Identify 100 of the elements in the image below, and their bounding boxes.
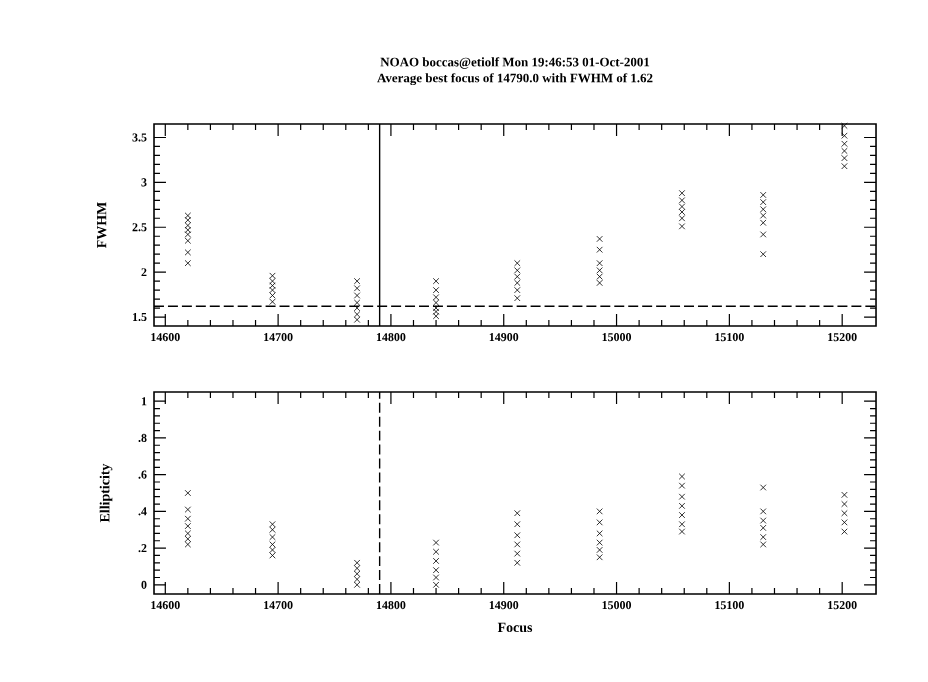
point <box>184 212 192 219</box>
point <box>432 566 440 574</box>
point <box>678 528 686 535</box>
point <box>432 277 440 285</box>
point <box>678 215 686 222</box>
point <box>514 550 521 557</box>
point <box>184 530 192 537</box>
point <box>269 282 276 289</box>
point <box>678 482 686 489</box>
point <box>759 541 767 548</box>
point <box>759 508 767 515</box>
point <box>353 570 361 578</box>
point <box>184 259 192 267</box>
point <box>678 223 686 230</box>
point <box>759 524 767 532</box>
point <box>759 231 767 238</box>
point <box>514 267 521 274</box>
point <box>353 311 361 318</box>
point <box>432 557 440 565</box>
point <box>353 576 361 583</box>
point <box>353 316 361 323</box>
point <box>678 189 686 197</box>
point <box>432 574 440 581</box>
point <box>514 521 521 528</box>
point <box>841 519 848 526</box>
point <box>432 294 440 301</box>
point <box>432 581 440 589</box>
point <box>759 212 767 219</box>
point <box>596 279 603 287</box>
point <box>841 500 848 508</box>
point <box>596 519 603 526</box>
point <box>514 294 521 302</box>
point <box>184 522 192 530</box>
point <box>596 267 603 274</box>
point <box>678 197 686 204</box>
point <box>184 216 192 224</box>
point <box>759 198 767 206</box>
point <box>596 246 603 253</box>
point <box>432 299 440 306</box>
point <box>759 517 767 524</box>
point <box>678 521 686 528</box>
point <box>841 154 848 162</box>
point <box>596 273 603 280</box>
point <box>269 272 276 279</box>
point <box>184 231 192 238</box>
point <box>353 277 361 285</box>
point <box>269 521 276 528</box>
point <box>269 526 276 533</box>
point <box>432 312 440 320</box>
point <box>841 122 848 130</box>
point <box>514 532 521 539</box>
point <box>353 299 361 306</box>
point <box>678 203 686 210</box>
point <box>514 510 521 517</box>
point <box>269 541 276 548</box>
point <box>353 285 361 292</box>
point <box>596 530 603 537</box>
point <box>432 286 440 294</box>
point <box>678 208 686 216</box>
point <box>759 533 767 541</box>
point <box>678 493 686 500</box>
point <box>353 565 361 572</box>
point <box>184 541 192 548</box>
point <box>184 515 192 522</box>
point <box>596 508 603 515</box>
point <box>184 489 192 497</box>
point <box>269 552 276 559</box>
point <box>514 273 521 280</box>
point <box>353 559 361 567</box>
point <box>596 546 603 554</box>
point <box>353 304 361 312</box>
point <box>596 259 603 267</box>
point <box>432 548 440 555</box>
point <box>432 308 440 315</box>
point <box>514 279 521 287</box>
point <box>596 554 603 561</box>
point <box>759 484 767 491</box>
point <box>269 546 276 554</box>
point <box>353 581 361 589</box>
point <box>269 298 276 305</box>
point <box>841 162 848 170</box>
point <box>678 502 686 510</box>
point <box>269 533 276 541</box>
point <box>759 250 767 258</box>
point <box>184 222 192 229</box>
point <box>184 226 192 234</box>
point <box>184 506 192 513</box>
point <box>353 292 361 299</box>
point <box>514 286 521 294</box>
point <box>841 147 848 155</box>
point <box>596 235 603 243</box>
point <box>841 510 848 517</box>
point <box>514 559 521 567</box>
point <box>841 491 848 499</box>
point <box>184 535 192 543</box>
point <box>759 206 767 213</box>
point <box>759 191 767 199</box>
point <box>514 541 521 548</box>
point <box>596 539 603 546</box>
point <box>678 473 686 480</box>
